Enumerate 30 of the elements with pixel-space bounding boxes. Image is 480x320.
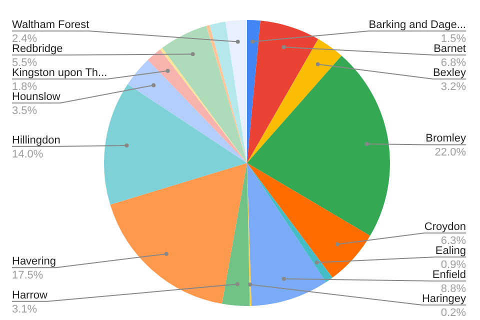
slice-label: Hounslow	[12, 91, 60, 103]
slice-label: Barnet	[434, 43, 466, 55]
slice-label: Hillingdon	[12, 134, 60, 146]
data-label: 3.1%	[12, 303, 38, 316]
slice-label: Redbridge	[12, 43, 63, 55]
data-label: 3.5%	[12, 105, 38, 117]
data-label: 0.2%	[440, 307, 466, 319]
data-label: 6.3%	[440, 235, 466, 247]
data-label: 5.5%	[12, 57, 38, 69]
slice-label: Harrow	[12, 289, 48, 302]
slice-label: Bexley	[432, 67, 466, 79]
data-label: 1.8%	[12, 81, 38, 93]
slice-label: Croydon	[424, 221, 466, 233]
slice-label: Bromley	[426, 132, 466, 145]
data-label: 0.9%	[440, 259, 466, 271]
data-label: 14.0%	[12, 148, 44, 160]
data-label: 8.8%	[440, 283, 466, 295]
data-label: 1.5%	[440, 33, 466, 45]
slice-label: Enfield	[432, 269, 466, 281]
slice-label: Havering	[12, 256, 56, 268]
slice-label: Ealing	[435, 245, 466, 257]
data-label: 22.0%	[434, 146, 466, 159]
slice-label: Waltham Forest	[12, 19, 90, 31]
slice-label: Haringey	[422, 293, 466, 305]
data-label: 3.2%	[440, 81, 466, 93]
slice-label: Barking and Dage...	[368, 19, 466, 31]
data-label: 17.5%	[12, 270, 44, 282]
slice-label: Kingston upon Th...	[12, 67, 108, 79]
data-label: 2.4%	[12, 33, 38, 45]
data-label: 6.8%	[440, 57, 466, 69]
